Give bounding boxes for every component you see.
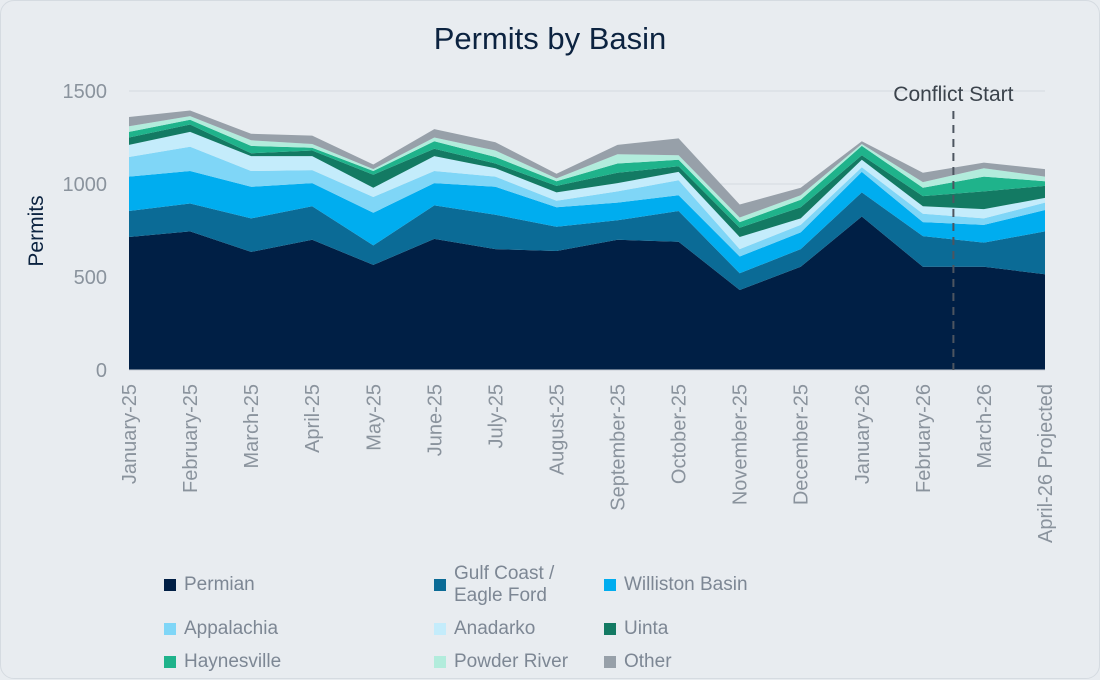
area-permian: [129, 216, 1045, 370]
y-tick-label: 0: [96, 360, 107, 382]
x-tick-label: January-25: [119, 384, 141, 484]
legend-swatch: [604, 656, 616, 668]
x-tick-label: March-26: [974, 384, 996, 468]
legend-item: Uinta: [604, 618, 804, 640]
legend-label: Anadarko: [454, 618, 536, 639]
legend-label: Other: [624, 651, 672, 672]
legend-item: Powder River: [434, 651, 604, 673]
legend-label: Uinta: [624, 618, 669, 639]
legend-item: Williston Basin: [604, 563, 804, 607]
y-tick-label: 1500: [63, 81, 108, 103]
legend-item: Anadarko: [434, 618, 604, 640]
x-tick-label: June-25: [424, 384, 446, 456]
x-tick-label: August-25: [546, 384, 568, 475]
legend: Permian Gulf Coast / Eagle Ford Williston …: [164, 563, 804, 673]
x-tick-label: April-26 Projected: [1035, 384, 1057, 543]
legend-swatch: [434, 623, 446, 635]
area-appalachia: [129, 146, 1045, 257]
x-tick-label: October-25: [669, 384, 691, 484]
x-tick-label: February-25: [180, 384, 202, 493]
legend-swatch: [164, 656, 176, 668]
legend-label: Powder River: [454, 651, 569, 672]
legend-item: Permian: [164, 563, 434, 607]
legend-swatch: [604, 579, 616, 591]
legend-item: Gulf Coast / Eagle Ford: [434, 563, 604, 607]
legend-item: Other: [604, 651, 804, 673]
area-anadarko: [129, 131, 1045, 250]
x-tick-label: September-25: [608, 384, 630, 511]
legend-swatch: [434, 579, 446, 591]
x-tick-label: November-25: [730, 384, 752, 505]
legend-swatch: [164, 623, 176, 635]
x-tick-label: March-25: [241, 384, 263, 468]
x-tick-label: February-26: [913, 384, 935, 493]
legend-label: Haynesville: [184, 651, 282, 672]
legend-item: Appalachia: [164, 618, 434, 640]
legend-label: Gulf Coast / Eagle Ford: [454, 563, 555, 606]
area-haynesville: [129, 119, 1045, 228]
legend-label: Williston Basin: [624, 574, 748, 595]
legend-label: Appalachia: [184, 618, 279, 639]
legend-swatch: [164, 579, 176, 591]
y-tick-label: 500: [74, 267, 107, 289]
legend-swatch: [604, 623, 616, 635]
annotation-label: Conflict Start: [893, 83, 1013, 106]
area-uinta: [129, 124, 1045, 237]
x-tick-label: January-26: [852, 384, 874, 484]
area-other: [129, 110, 1045, 218]
legend-label: Permian: [184, 574, 255, 595]
x-tick-label: July-25: [485, 384, 507, 448]
chart-title: Permits by Basin: [433, 21, 667, 56]
y-tick-label: 1000: [63, 174, 108, 196]
x-tick-label: December-25: [791, 384, 813, 505]
area-powder-river: [129, 116, 1045, 223]
area-gulf-coast-eagle-ford: [129, 192, 1045, 290]
legend-swatch: [434, 656, 446, 668]
x-tick-label: April-25: [302, 384, 324, 453]
area-williston-basin: [129, 171, 1045, 274]
legend-item: Haynesville: [164, 651, 434, 673]
x-tick-label: May-25: [363, 384, 385, 451]
